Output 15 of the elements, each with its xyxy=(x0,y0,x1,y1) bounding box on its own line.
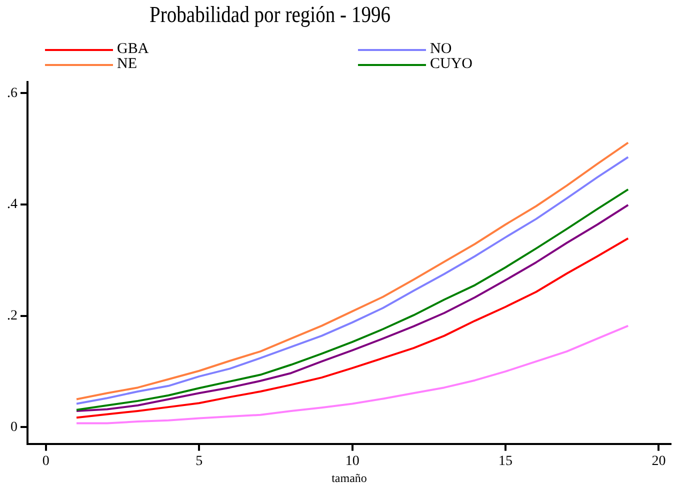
legend-label: NE xyxy=(117,56,137,72)
x-tick-label: 0 xyxy=(42,454,50,469)
legend-label: GBA xyxy=(117,41,149,57)
legend-label: CUYO xyxy=(430,56,473,72)
y-tick-label: .2 xyxy=(7,308,18,324)
x-tick-label: 5 xyxy=(196,454,203,469)
x-axis-title: tamaño xyxy=(332,470,367,485)
x-tick-label: 15 xyxy=(498,454,513,469)
y-tick-label: .6 xyxy=(7,86,18,101)
x-tick-label: 20 xyxy=(652,454,666,469)
legend-label: NO xyxy=(430,41,452,57)
y-tick-label: .4 xyxy=(7,197,18,212)
chart-title: Probabilidad por región - 1996 xyxy=(148,2,392,28)
x-tick-label: 10 xyxy=(345,454,360,469)
y-tick-label: 0 xyxy=(10,420,18,435)
